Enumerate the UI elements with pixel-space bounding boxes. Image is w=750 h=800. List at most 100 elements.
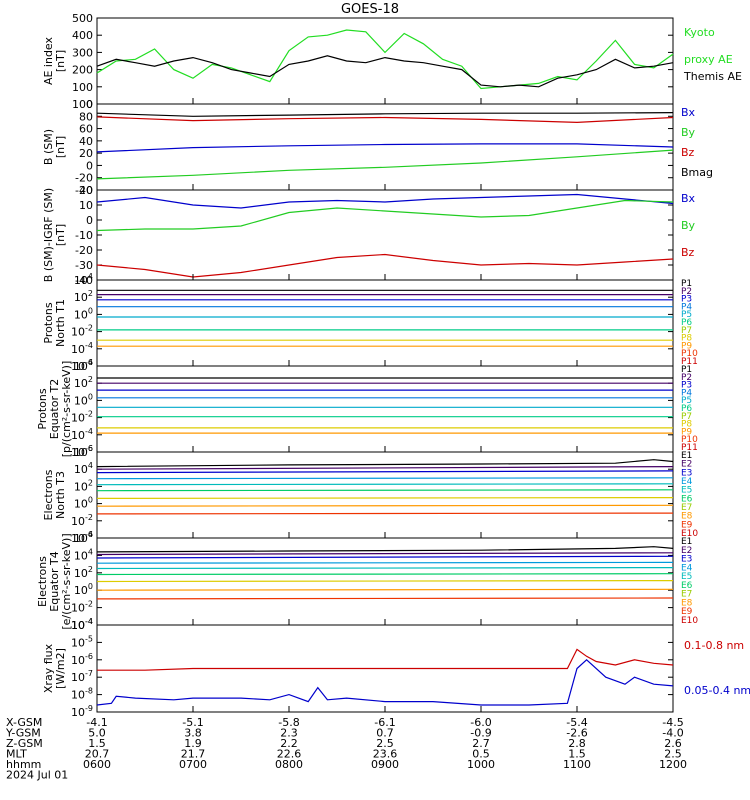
legend-entry: P1	[681, 279, 692, 289]
footer-value: 1000	[467, 758, 495, 771]
y-axis-label: North T3	[54, 471, 67, 519]
legend-entry: E2	[681, 460, 692, 470]
series-line-e3	[96, 470, 674, 474]
legend-entry: E6	[681, 581, 693, 591]
series-line-e7	[96, 579, 674, 583]
legend-entry: P11	[681, 357, 698, 367]
footer-value: -4.5	[662, 716, 683, 729]
footer-value: 2.8	[568, 737, 586, 750]
footer-layer: X-GSM -4.1 -5.1 -5.8 -6.1 -6.0 -5.4 -4.5 Y-GSM 5.…	[5, 716, 687, 782]
series-line-e1	[96, 459, 674, 468]
legend-entry: E8	[681, 598, 693, 608]
panel-frame	[96, 365, 674, 453]
y-tick-label: -20	[75, 172, 93, 185]
y-tick-label: 106	[74, 444, 93, 459]
series-line-e6	[96, 573, 674, 576]
footer-value: 22.6	[277, 748, 302, 761]
y-tick-label: 10-4	[71, 427, 93, 442]
series-line-bx	[96, 193, 674, 209]
y-axis-label: [nT]	[54, 50, 67, 72]
footer-value: -2.6	[566, 727, 587, 740]
legend-entry: E3	[681, 555, 692, 565]
panel-eet4: 106 104 102 100 10-2 10-4 Electrons Equator T4[…	[36, 530, 698, 632]
footer-row-label: X-GSM	[6, 716, 42, 729]
legend-entry: P9	[681, 427, 692, 437]
legend-entry: P2	[681, 287, 692, 297]
y-tick-label: 102	[74, 478, 93, 493]
y-tick-label: 10-4	[71, 341, 93, 356]
footer-value: 0.7	[376, 727, 394, 740]
legend-entry: E5	[681, 486, 692, 496]
legend-entry: E9	[681, 520, 693, 530]
legend-entry: P3	[681, 295, 692, 305]
y-tick-label: 400	[72, 29, 93, 42]
footer-value: 0800	[275, 758, 303, 771]
y-tick-label: -20	[75, 244, 93, 257]
y-axis-label: Protons	[42, 302, 55, 343]
footer-value: 0600	[83, 758, 111, 771]
y-tick-label: 10-2	[71, 410, 93, 425]
y-axis-label: [nT]	[54, 136, 67, 158]
y-tick-label: 10-2	[71, 513, 93, 528]
series-line-bx	[96, 143, 674, 153]
series-line-kyoto-proxy-ae	[96, 29, 674, 90]
series-line-bmag	[96, 112, 674, 117]
series-line-e4	[96, 561, 674, 564]
legend-entry: P3	[681, 381, 692, 391]
footer-value: -5.4	[566, 716, 587, 729]
y-tick-label: 40	[79, 135, 93, 148]
footer-value: 2.5	[664, 748, 682, 761]
y-tick-label: 300	[72, 46, 93, 59]
legend-entry: P10	[681, 349, 698, 359]
legend-entry: P9	[681, 341, 692, 351]
footer-row-label: Z-GSM	[6, 737, 43, 750]
y-tick-label: 60	[79, 123, 93, 136]
y-tick-label: -40	[75, 184, 93, 197]
legend-entry: By	[681, 219, 696, 232]
y-tick-label: 200	[72, 64, 93, 77]
y-tick-label: 104	[74, 461, 93, 476]
y-tick-label: 100	[74, 582, 93, 597]
legend-entry: P10	[681, 435, 698, 445]
footer-value: -5.8	[278, 716, 299, 729]
footer-value: 0900	[371, 758, 399, 771]
legend-entry: E9	[681, 607, 693, 617]
footer-row-label: hhmm	[6, 758, 41, 771]
legend-entry: P5	[681, 310, 692, 320]
y-tick-label: 102	[74, 375, 93, 390]
y-axis-label: Equator T2	[48, 379, 61, 439]
y-axis-label: B (SM)	[42, 129, 55, 165]
footer-value: 1.5	[88, 737, 106, 750]
footer-value: -5.1	[182, 716, 203, 729]
footer-value: 1100	[563, 758, 591, 771]
y-axis-label: [W/m2]	[54, 648, 67, 689]
series-line-0-05-0-4-nm	[96, 658, 674, 706]
series-line-e7	[96, 497, 674, 499]
series-line-e4	[96, 477, 674, 480]
footer-value: 0.5	[472, 748, 490, 761]
legend-entry: P8	[681, 334, 692, 344]
series-line-e9	[96, 597, 674, 600]
series-line-e8	[96, 588, 674, 591]
y-tick-label: 100	[72, 81, 93, 94]
y-tick-label: 102	[74, 565, 93, 580]
y-tick-label: 10-6	[71, 652, 93, 667]
series-line-by	[96, 149, 674, 180]
y-tick-label: 102	[74, 289, 93, 304]
legend-entry: Bmag	[681, 166, 713, 179]
legend-entry: P1	[681, 365, 692, 375]
footer-value: -0.9	[470, 727, 491, 740]
footer-value: 2.7	[472, 737, 490, 750]
footer-value: 1200	[659, 758, 687, 771]
series-line-0-1-0-8-nm	[97, 648, 674, 671]
footer-value: 20.7	[85, 748, 110, 761]
legend-entry: E4	[681, 563, 693, 573]
y-tick-label: 500	[72, 12, 93, 25]
series-line-e8	[96, 504, 674, 507]
legend-entry: P2	[681, 373, 692, 383]
